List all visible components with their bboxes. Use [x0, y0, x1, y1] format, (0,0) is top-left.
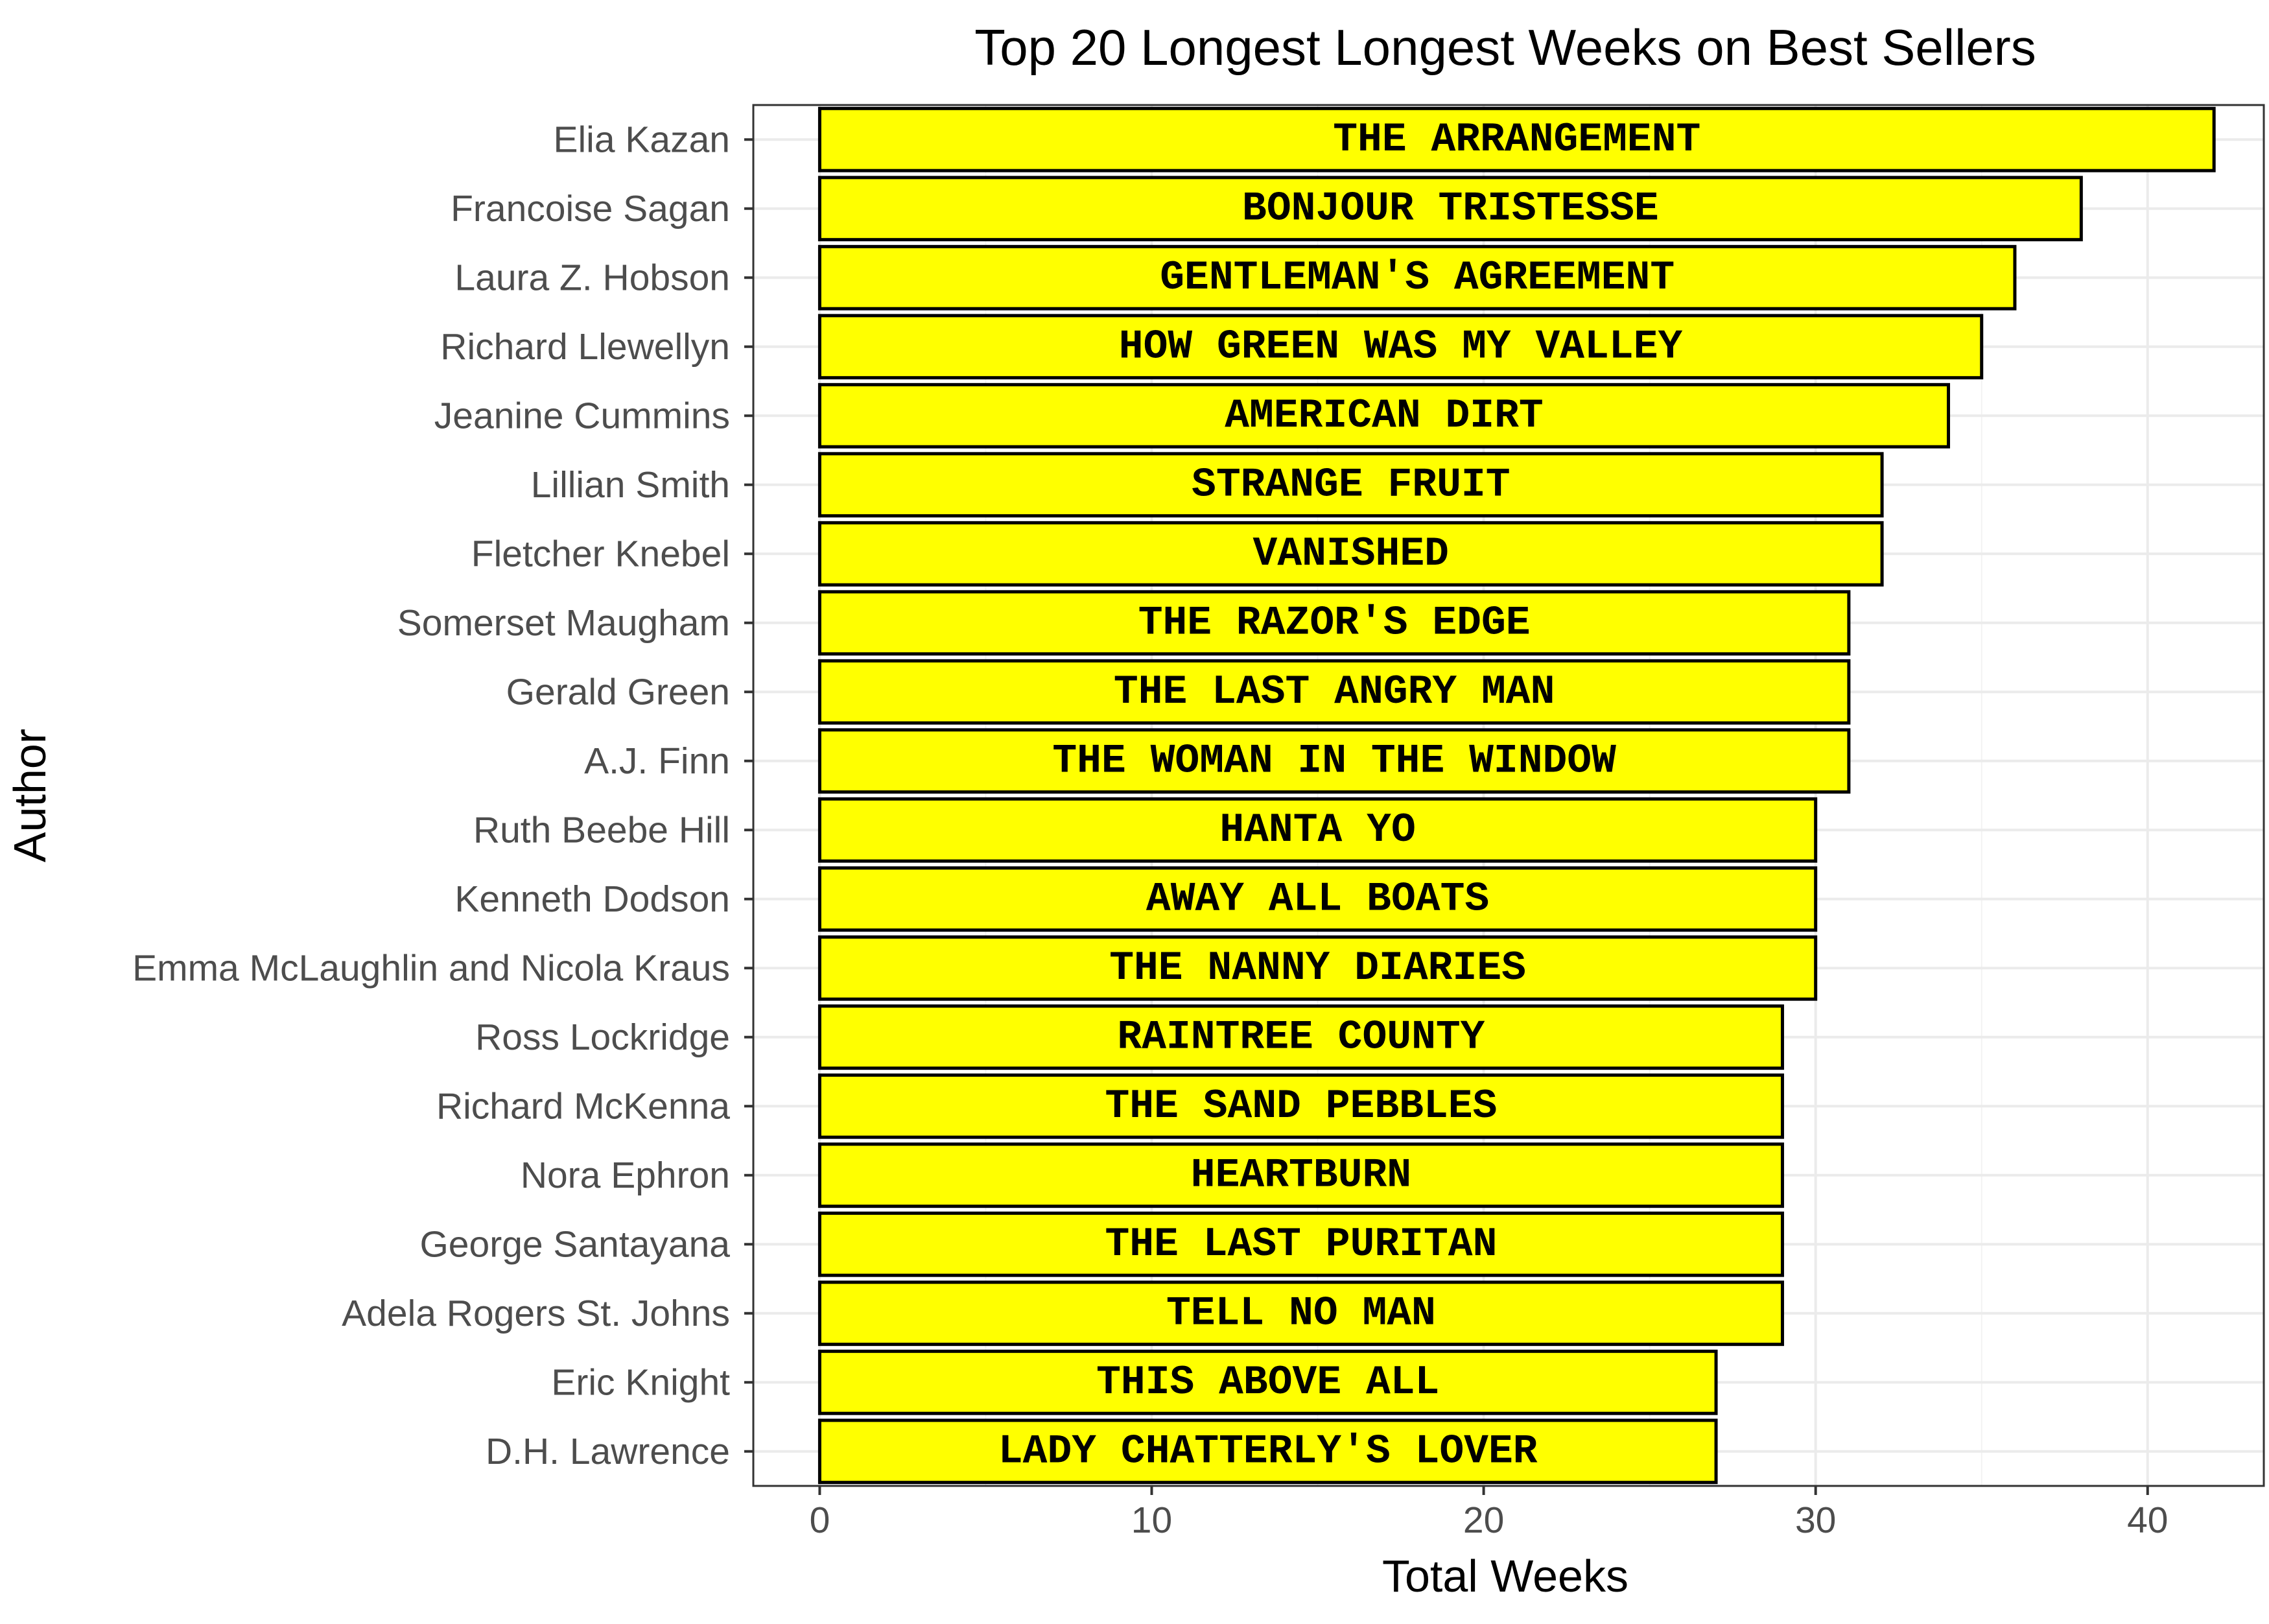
bar [817, 244, 2017, 311]
y-tick-label: Francoise Sagan [451, 188, 730, 229]
bar [817, 1004, 1784, 1070]
bar-label: GENTLEMAN'S AGREEMENT [1160, 255, 1675, 301]
bar [817, 314, 1984, 380]
bar-label: RAINTREE COUNTY [1117, 1014, 1485, 1060]
y-tick-label: George Santayana [419, 1223, 730, 1265]
bars: THE ARRANGEMENT BONJOUR TRISTESSE GENTLEMA… [817, 106, 2216, 1485]
bar-label: STRANGE FRUIT [1192, 462, 1510, 508]
y-tick-label: Kenneth Dodson [454, 878, 730, 920]
bar-label: THE LAST ANGRY MAN [1114, 669, 1555, 715]
y-tick-label: Gerald Green [506, 671, 730, 712]
y-tick-label: Emma McLaughlin and Nicola Kraus [132, 947, 730, 989]
bar [817, 1418, 1718, 1485]
y-tick-label: A.J. Finn [584, 740, 730, 782]
y-axis-title: Author [5, 729, 55, 862]
y-tick-label: Jeanine Cummins [434, 395, 730, 436]
x-tick-label: 20 [1463, 1500, 1504, 1541]
bar [817, 1280, 1784, 1347]
bar-label: AMERICAN DIRT [1225, 393, 1543, 439]
bar-label: HANTA YO [1219, 807, 1415, 853]
bar-label: THE LAST PURITAN [1105, 1221, 1497, 1267]
y-tick-label: Fletcher Knebel [471, 533, 730, 574]
y-tick-label: Richard McKenna [436, 1085, 730, 1127]
y-tick-label: D.H. Lawrence [486, 1431, 730, 1472]
x-axis-ticks: 0 10 20 30 40 [810, 1486, 2168, 1541]
y-tick-label: Somerset Maugham [397, 602, 730, 644]
bar [817, 935, 1818, 1001]
bar-label: THE SAND PEBBLES [1105, 1083, 1497, 1129]
x-tick-label: 10 [1131, 1500, 1172, 1541]
bar [817, 659, 1851, 725]
bar-label: THE RAZOR'S EDGE [1138, 600, 1531, 646]
plot-panel-border [752, 104, 2265, 1487]
bar [817, 452, 1884, 518]
y-tick-label: Ruth Beebe Hill [473, 809, 730, 851]
bar [817, 1211, 1784, 1277]
bar [817, 866, 1818, 932]
bar-label: HOW GREEN WAS MY VALLEY [1119, 324, 1683, 370]
y-tick-label: Laura Z. Hobson [454, 257, 730, 298]
bar [817, 797, 1818, 863]
x-tick-label: 40 [2127, 1500, 2168, 1541]
x-tick-label: 0 [810, 1500, 830, 1541]
bar [817, 521, 1884, 587]
bar-label: VANISHED [1253, 531, 1449, 577]
bar-label: THIS ABOVE ALL [1096, 1359, 1439, 1406]
bar [817, 106, 2216, 172]
bar [817, 1073, 1784, 1139]
chart-title: Top 20 Longest Longest Weeks on Best Sel… [974, 19, 2036, 76]
bar-label: THE WOMAN IN THE WINDOW [1052, 738, 1616, 784]
bar-label: THE ARRANGEMENT [1333, 117, 1700, 163]
grid-lines [753, 105, 2264, 1486]
bar-label: THE NANNY DIARIES [1109, 945, 1526, 991]
y-axis-ticks: Elia Kazan Francoise Sagan Laura Z. Hobson… [132, 119, 753, 1472]
y-tick-label: Richard Llewellyn [440, 326, 730, 368]
bar [817, 728, 1851, 794]
bar [817, 1349, 1718, 1415]
y-tick-label: Elia Kazan [553, 119, 730, 160]
bar-label: BONJOUR TRISTESSE [1242, 185, 1659, 231]
y-tick-label: Eric Knight [551, 1361, 730, 1403]
y-tick-label: Adela Rogers St. Johns [342, 1293, 730, 1334]
x-axis-title: Total Weeks [1382, 1551, 1628, 1601]
bar [817, 590, 1851, 656]
y-tick-label: Lillian Smith [531, 464, 730, 506]
bar-label: AWAY ALL BOATS [1146, 876, 1489, 922]
y-tick-label: Nora Ephron [521, 1155, 730, 1196]
bar [817, 1142, 1784, 1208]
bar [817, 176, 2083, 242]
bar [817, 382, 1951, 449]
y-tick-label: Ross Lockridge [475, 1017, 730, 1058]
bar-label: TELL NO MAN [1166, 1290, 1436, 1336]
bar-label: HEARTBURN [1191, 1152, 1411, 1198]
bar-label: LADY CHATTERLY'S LOVER [998, 1428, 1538, 1474]
x-tick-label: 30 [1795, 1500, 1836, 1541]
